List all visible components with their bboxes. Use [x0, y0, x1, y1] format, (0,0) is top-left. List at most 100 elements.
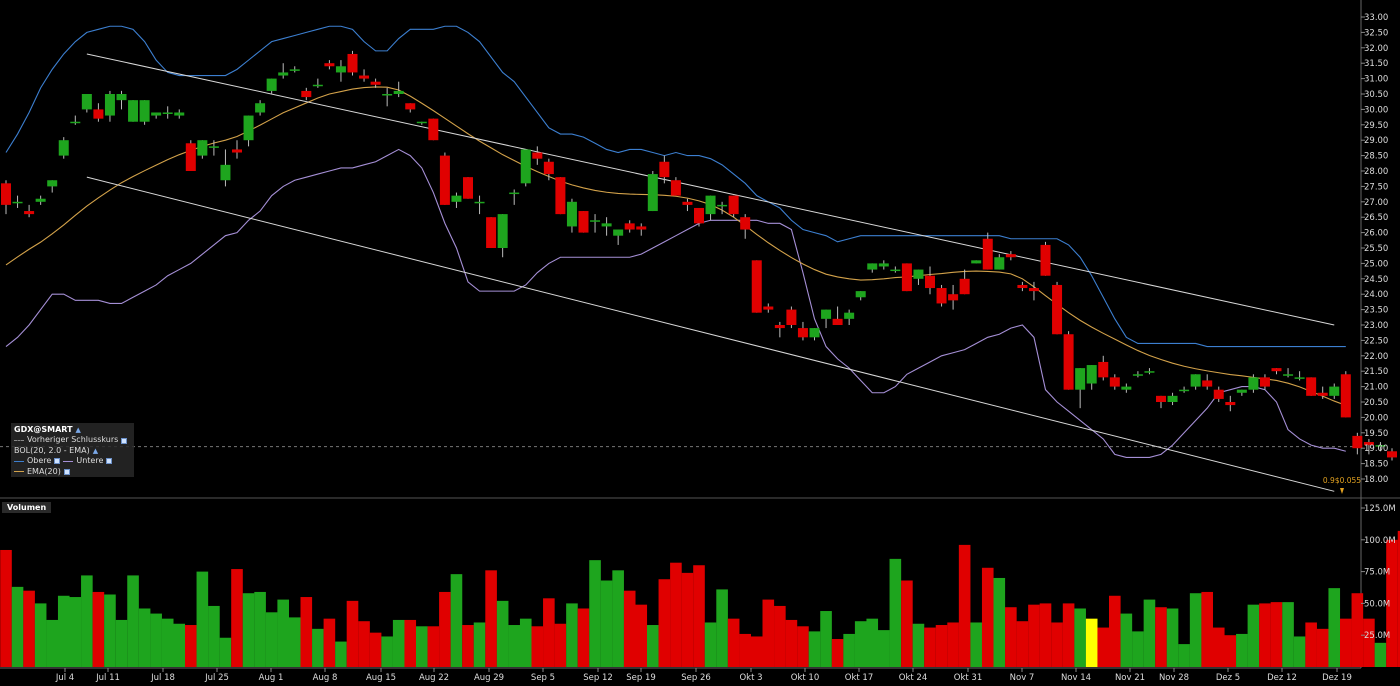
volume-bar [381, 636, 393, 667]
volume-bar [1155, 607, 1167, 667]
price-tick-label: 22.00 [1364, 352, 1388, 362]
candle-body [1144, 371, 1155, 373]
volume-tick-label: 75.0M [1364, 568, 1390, 578]
volume-bar [554, 623, 567, 667]
candle-body [1132, 374, 1143, 376]
volume-bar [150, 613, 162, 667]
date-tick-label: Aug 1 [259, 673, 284, 683]
price-tick-label: 18.00 [1364, 475, 1388, 485]
volume-bar [1097, 627, 1110, 667]
volume-bar [543, 598, 555, 667]
candle-body [913, 269, 924, 279]
candle-body [405, 103, 416, 110]
candle-body [982, 238, 993, 270]
volume-bar [81, 575, 93, 667]
candle-body [855, 291, 866, 298]
volume-bar [1351, 593, 1364, 667]
untere-checkbox[interactable] [106, 458, 113, 465]
prev-close-checkbox[interactable] [121, 437, 128, 444]
volume-bar [1293, 636, 1306, 667]
volume-bar [612, 570, 624, 667]
price-tick-label: 29.50 [1364, 121, 1388, 131]
candle-body [393, 90, 404, 94]
volume-bar [1062, 603, 1075, 667]
candle-body [428, 118, 439, 141]
candle-body [1202, 380, 1213, 387]
date-tick-label: Dez 5 [1216, 673, 1240, 683]
candle-body [1387, 451, 1397, 458]
annotation-label: 0.9$0.055 [1323, 476, 1361, 485]
volume-bar [681, 572, 694, 667]
candle-body [670, 180, 681, 196]
legend-prev-close: Vorheriger Schlusskurs [27, 435, 119, 445]
volume-bar [727, 618, 740, 667]
volume-bar [404, 619, 417, 667]
date-tick-label: Nov 21 [1115, 673, 1145, 683]
price-tick-label: 28.00 [1364, 167, 1388, 177]
volume-bar [450, 574, 463, 667]
volume-bar [947, 622, 959, 667]
volume-bar [115, 619, 128, 667]
candle-body [1225, 402, 1236, 406]
volume-bar [912, 623, 925, 667]
volume-bar [774, 605, 786, 667]
candle-body [647, 174, 658, 212]
date-tick-label: Okt 3 [739, 673, 762, 683]
candle-body [751, 260, 762, 313]
candle-body [266, 78, 277, 91]
candle-body [717, 204, 728, 207]
obere-checkbox[interactable] [54, 458, 61, 465]
price-tick-label: 23.50 [1364, 306, 1388, 316]
price-tick-label: 18.50 [1364, 460, 1388, 470]
volume-bar [1212, 627, 1225, 667]
date-tick-label: Sep 12 [583, 673, 613, 683]
candle-body [278, 72, 289, 76]
date-tick-label: Nov 28 [1159, 673, 1189, 683]
volume-bar [716, 589, 728, 667]
volume-bar [23, 590, 35, 667]
upper-line-icon [14, 460, 24, 462]
volume-bar [358, 621, 370, 667]
volume-bar [196, 571, 209, 667]
candle-body [1063, 334, 1074, 390]
candle-body [104, 94, 115, 116]
legend-untere: Untere [76, 456, 104, 466]
legend-bol: BOL(20, 2.0 - EMA) [14, 445, 90, 455]
volume-bar [161, 618, 174, 667]
date-tick-label: Nov 14 [1061, 673, 1091, 683]
date-tick-label: Sep 5 [531, 673, 555, 683]
ema-checkbox[interactable] [63, 468, 70, 475]
candle-body [486, 217, 497, 248]
candle-body [47, 180, 58, 187]
volume-bar [1270, 602, 1283, 667]
volume-bar [104, 594, 116, 667]
volume-bar [312, 628, 324, 667]
candle-body [1052, 284, 1063, 335]
candle-body [324, 63, 335, 67]
volume-bar [1120, 613, 1133, 667]
volume-bar [600, 580, 613, 667]
candle-body [1259, 377, 1270, 387]
volume-bar [473, 622, 486, 667]
volume-bar [427, 626, 440, 667]
bol-expand-icon[interactable]: ▲ [92, 446, 99, 455]
candle-body [1075, 368, 1086, 390]
candle-body [578, 211, 589, 233]
volume-bar [658, 579, 671, 667]
candle-body [1375, 445, 1386, 447]
candle-body [844, 312, 855, 319]
chart-legend: GDX@SMART ▲ Vorheriger Schlusskurs BOL(20… [11, 423, 134, 477]
candle-body [520, 149, 531, 184]
volume-bar [1201, 591, 1213, 667]
legend-expand-icon[interactable]: ▲ [75, 426, 81, 434]
volume-bar [1282, 602, 1294, 667]
candle-body [971, 260, 982, 264]
ema20-polyline [5, 86, 1346, 406]
volume-bar [508, 625, 520, 667]
candle-body [636, 226, 647, 230]
volume-bar [762, 599, 775, 667]
volume-bar [416, 626, 428, 667]
volume-bar [34, 603, 47, 667]
candle-body [1352, 435, 1363, 449]
